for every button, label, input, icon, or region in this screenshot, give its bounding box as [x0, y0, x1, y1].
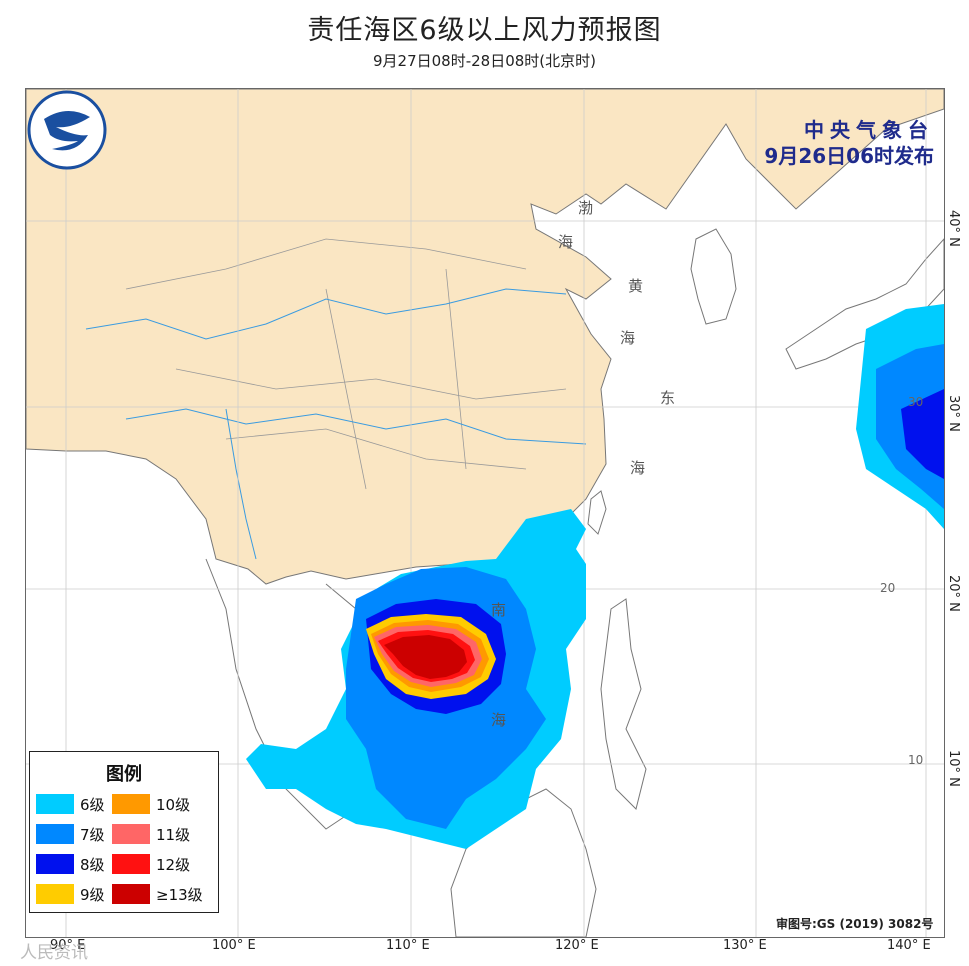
legend-item-7: 7级 [36, 824, 105, 844]
lon-label-140: 140° E [887, 938, 931, 953]
legend-swatch-12 [112, 854, 150, 874]
map-subtitle: 9月27日08时-28日08时(北京时) [372, 52, 596, 70]
legend-label-8: 8级 [80, 855, 105, 874]
legend-swatch-6 [36, 794, 74, 814]
cma-logo-icon [27, 90, 107, 170]
sea-label-huang: 黄 [628, 277, 644, 295]
lat-label-30: 30° N [946, 395, 961, 432]
legend-swatch-8 [36, 854, 74, 874]
legend-label-10: 10级 [156, 795, 191, 814]
approval-number: 审图号:GS (2019) 3082号 [776, 917, 934, 931]
legend-swatch-9 [36, 884, 74, 904]
legend-item-13: ≥13级 [112, 884, 203, 904]
legend-item-12: 12级 [112, 854, 190, 874]
grid-label-20: 20 [880, 581, 896, 595]
legend-swatch-10 [112, 794, 150, 814]
legend-label-13: ≥13级 [156, 885, 203, 904]
wind-east-8 [901, 389, 944, 479]
forecast-map [26, 89, 944, 937]
lon-label-90: 90° E [50, 938, 86, 953]
map-title: 责任海区6级以上风力预报图 [307, 15, 662, 46]
issuer-org: 中央气象台 [804, 118, 934, 142]
legend-swatch-11 [112, 824, 150, 844]
lon-label-100: 100° E [212, 938, 256, 953]
sea-label-dong: 东 [660, 389, 676, 407]
legend-label-12: 12级 [156, 855, 191, 874]
sea-label-bo: 渤 [578, 199, 594, 217]
sea-label-bohai: 海 [558, 233, 574, 251]
map-legend: 图例 6级 10级 7级 11级 8级 12级 9级 [29, 751, 219, 913]
watermark: 人民资讯 [20, 943, 88, 963]
legend-item-6: 6级 [36, 794, 105, 814]
philippines-islands [600, 598, 647, 810]
legend-item-8: 8级 [36, 854, 105, 874]
lon-label-110: 110° E [386, 938, 430, 953]
rivers [85, 288, 587, 560]
legend-item-10: 10级 [112, 794, 190, 814]
korea-peninsula [690, 228, 737, 325]
lat-label-20: 20° N [946, 575, 961, 612]
issue-time: 9月26日06时发布 [764, 144, 934, 168]
lon-label-120: 120° E [555, 938, 599, 953]
sea-label-nanhai: 海 [491, 711, 507, 729]
legend-title: 图例 [106, 764, 142, 785]
grid-label-30: 30 [908, 395, 924, 409]
taiwan-island [587, 490, 607, 535]
issuer-block: 中央气象台 9月26日06时发布 [764, 117, 934, 169]
legend-item-9: 9级 [36, 884, 105, 904]
china-land [26, 89, 944, 585]
grid-label-10: 10 [908, 753, 924, 767]
wind-field-east [856, 304, 944, 529]
sea-label-donghai: 海 [630, 459, 646, 477]
wind-13 [384, 635, 467, 679]
legend-label-7: 7级 [80, 825, 105, 844]
legend-label-9: 9级 [80, 885, 105, 904]
sea-label-nan: 南 [491, 601, 507, 619]
japan-islands [785, 238, 944, 370]
province-borders [125, 238, 567, 490]
lat-label-10: 10° N [946, 750, 961, 787]
legend-label-6: 6级 [80, 795, 105, 814]
legend-label-11: 11级 [156, 825, 191, 844]
lon-label-130: 130° E [723, 938, 767, 953]
legend-swatch-7 [36, 824, 74, 844]
map-frame: 中央气象台 9月26日06时发布 渤 海 黄 海 东 海 南 海 30 20 1… [25, 88, 945, 938]
sea-label-huanghai: 海 [620, 329, 636, 347]
legend-item-11: 11级 [112, 824, 190, 844]
lat-label-40: 40° N [946, 210, 961, 247]
legend-swatch-13 [112, 884, 150, 904]
wind-field-south-china-sea [246, 509, 586, 849]
